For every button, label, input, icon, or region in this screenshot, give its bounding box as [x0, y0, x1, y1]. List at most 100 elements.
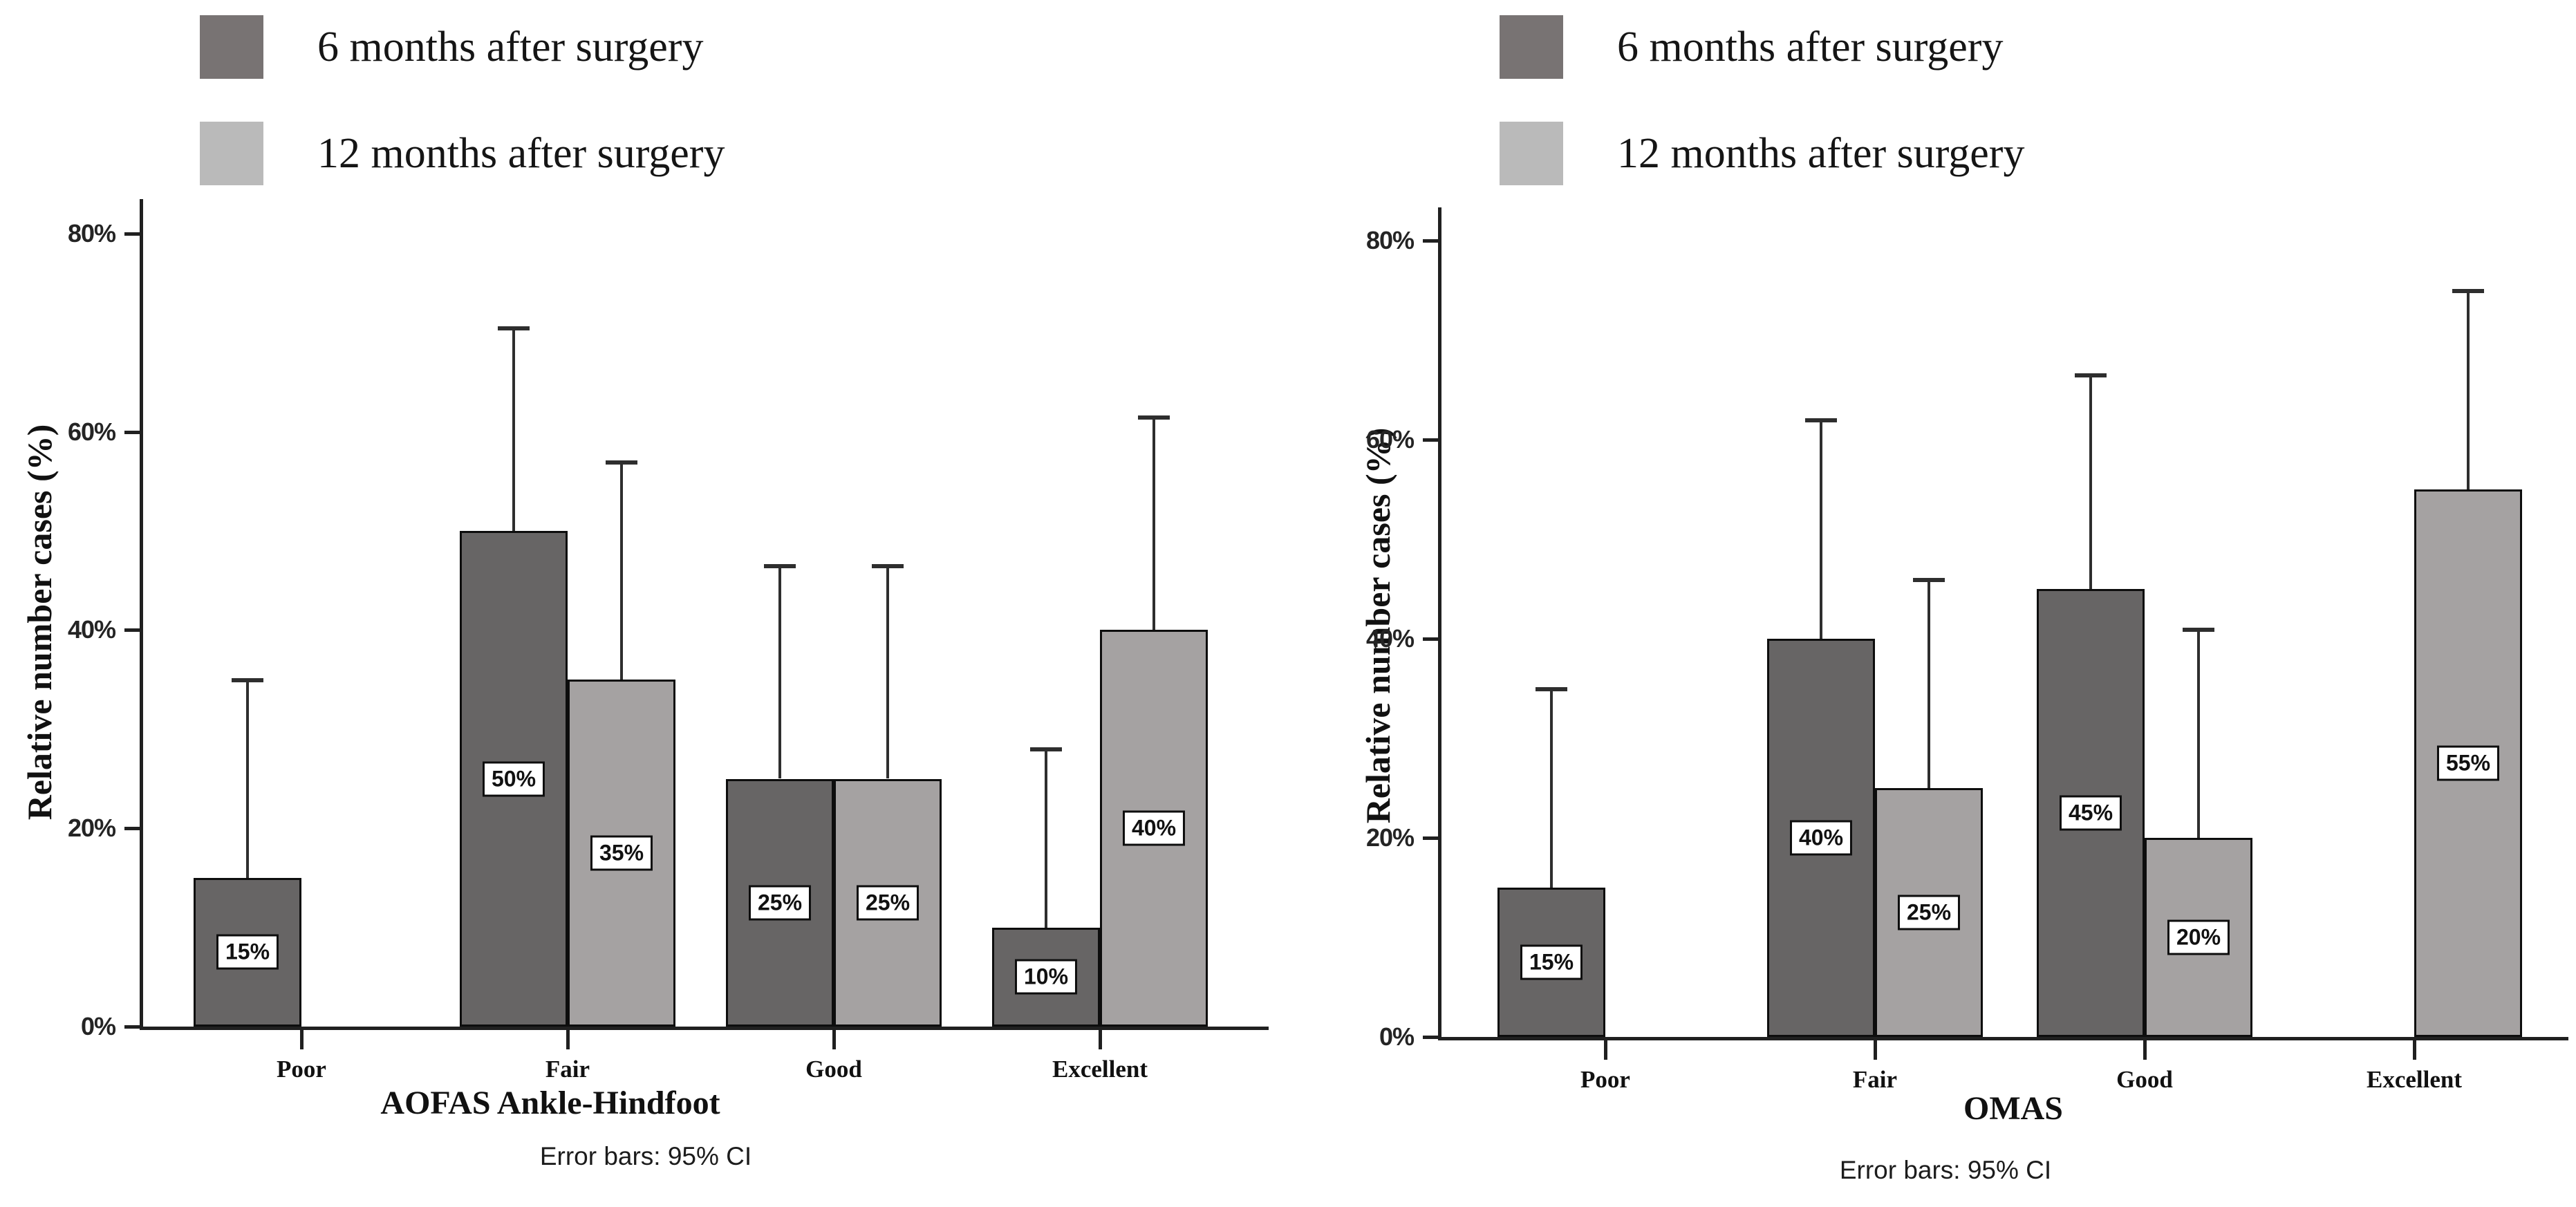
- y-tick: [1423, 438, 1438, 442]
- error-bar: [1820, 420, 1822, 639]
- y-tick-label: 40%: [67, 615, 116, 644]
- y-tick-label: 60%: [1365, 425, 1415, 453]
- error-bar-cap: [1536, 687, 1567, 691]
- legend-label: 12 months after surgery: [317, 129, 725, 177]
- error-bar: [1928, 579, 1930, 788]
- y-tick-label: 60%: [67, 417, 116, 446]
- error-bar: [886, 565, 889, 779]
- chart-aofas-ankle-hindfoot: 6 months after surgery 12 months after s…: [20, 15, 1269, 1170]
- legend-label: 12 months after surgery: [1617, 129, 2025, 177]
- error-bar-cap: [232, 678, 263, 683]
- category-label: Excellent: [2366, 1066, 2463, 1093]
- x-tick: [2413, 1040, 2416, 1060]
- y-tick-label: 80%: [67, 218, 116, 247]
- bar-value-label: 45%: [2059, 795, 2122, 831]
- x-tick: [2143, 1040, 2147, 1060]
- error-bar-cap: [2452, 289, 2484, 293]
- bar-value-label: 15%: [1520, 944, 1583, 980]
- x-tick: [566, 1030, 570, 1049]
- y-tick: [124, 232, 140, 236]
- y-tick: [1423, 637, 1438, 641]
- category-label: Good: [2116, 1066, 2173, 1093]
- x-tick: [1874, 1040, 1877, 1060]
- error-bar: [778, 565, 781, 779]
- x-tick: [300, 1030, 304, 1049]
- y-tick: [124, 1025, 140, 1029]
- bar-value-label: 25%: [1897, 895, 1961, 930]
- y-tick-label: 20%: [1365, 823, 1415, 852]
- error-bars-caption: Error bars: 95% CI: [1839, 1156, 2052, 1184]
- error-bar-cap: [1913, 577, 1945, 582]
- error-bars-caption: Error bars: 95% CI: [539, 1142, 752, 1170]
- y-tick: [1423, 836, 1438, 840]
- category-label: Poor: [1580, 1066, 1630, 1093]
- chart-title: AOFAS Ankle-Hindfoot: [380, 1085, 720, 1121]
- y-axis-line: [1438, 207, 1441, 1040]
- bar-value-label: 40%: [1122, 810, 1186, 846]
- error-bar: [1152, 417, 1155, 630]
- legend-swatch-12-months: [1500, 122, 1563, 185]
- x-axis-line: [1438, 1037, 2568, 1040]
- x-axis-line: [140, 1027, 1269, 1030]
- y-tick: [124, 827, 140, 831]
- y-tick: [124, 628, 140, 633]
- x-tick: [1604, 1040, 1607, 1060]
- bar-value-label: 10%: [1014, 959, 1078, 995]
- legend-swatch-6-months: [1500, 15, 1563, 79]
- chart-title: OMAS: [1963, 1090, 2063, 1127]
- bar-value-label: 40%: [1789, 820, 1853, 856]
- y-tick-label: 80%: [1365, 226, 1415, 254]
- plot-area: 0% 20% 40% 60% 80% Poor Fair Good Excellent 15% 40…: [1288, 0, 2576, 1207]
- legend-label: 6 months after surgery: [1617, 23, 2004, 71]
- bar-12mo-good: [2145, 838, 2252, 1037]
- y-tick-label: 40%: [1365, 624, 1415, 653]
- x-tick: [832, 1030, 836, 1049]
- error-bar: [2089, 375, 2092, 589]
- legend-item-12-months: 12 months after surgery: [200, 122, 725, 185]
- bar-value-label: 35%: [590, 835, 653, 871]
- bar-value-label: 50%: [482, 761, 545, 796]
- bar-value-label: 25%: [856, 885, 920, 921]
- plot-area: 0% 20% 40% 60% 80% Poor Fair Good Excellent 15% 50…: [67, 199, 1269, 1083]
- error-bar: [512, 328, 515, 531]
- y-tick-label: 0%: [1379, 1022, 1415, 1051]
- category-label: Excellent: [1052, 1056, 1148, 1083]
- y-tick-label: 20%: [67, 814, 116, 843]
- bar-value-label: 15%: [216, 934, 279, 970]
- legend-item-6-months: 6 months after surgery: [1500, 15, 2024, 79]
- x-tick: [1099, 1030, 1102, 1049]
- error-bar-cap: [2075, 373, 2107, 378]
- error-bar: [2197, 628, 2200, 838]
- category-label: Fair: [1852, 1066, 1898, 1093]
- error-bar-cap: [1030, 747, 1062, 752]
- error-bar-cap: [764, 564, 796, 569]
- error-bar: [1550, 689, 1553, 888]
- error-bar-cap: [606, 460, 637, 465]
- legend-item-12-months: 12 months after surgery: [1500, 122, 2024, 185]
- category-label: Good: [805, 1056, 862, 1083]
- category-label: Fair: [545, 1056, 590, 1083]
- bar-value-label: 25%: [748, 885, 812, 921]
- error-bar-cap: [872, 564, 904, 569]
- category-label: Poor: [277, 1056, 326, 1083]
- y-tick: [124, 430, 140, 434]
- chart-omas: 6 months after surgery 12 months after s…: [1288, 0, 2576, 1207]
- legend-swatch-12-months: [200, 122, 263, 185]
- error-bar-cap: [1805, 418, 1837, 423]
- y-axis-line: [140, 199, 143, 1030]
- error-bar: [2467, 290, 2470, 489]
- legend: 6 months after surgery 12 months after s…: [200, 15, 725, 228]
- error-bar-cap: [2183, 627, 2214, 632]
- legend: 6 months after surgery 12 months after s…: [1500, 15, 2024, 228]
- error-bar-cap: [498, 326, 530, 331]
- y-tick-label: 0%: [80, 1012, 116, 1040]
- error-bar: [1045, 749, 1047, 928]
- bar-value-label: 20%: [2167, 919, 2230, 955]
- bar-value-label: 55%: [2436, 745, 2500, 781]
- y-tick: [1423, 239, 1438, 243]
- legend-swatch-6-months: [200, 15, 263, 79]
- error-bar-cap: [1138, 415, 1170, 420]
- error-bar: [620, 461, 623, 680]
- legend-label: 6 months after surgery: [317, 23, 704, 71]
